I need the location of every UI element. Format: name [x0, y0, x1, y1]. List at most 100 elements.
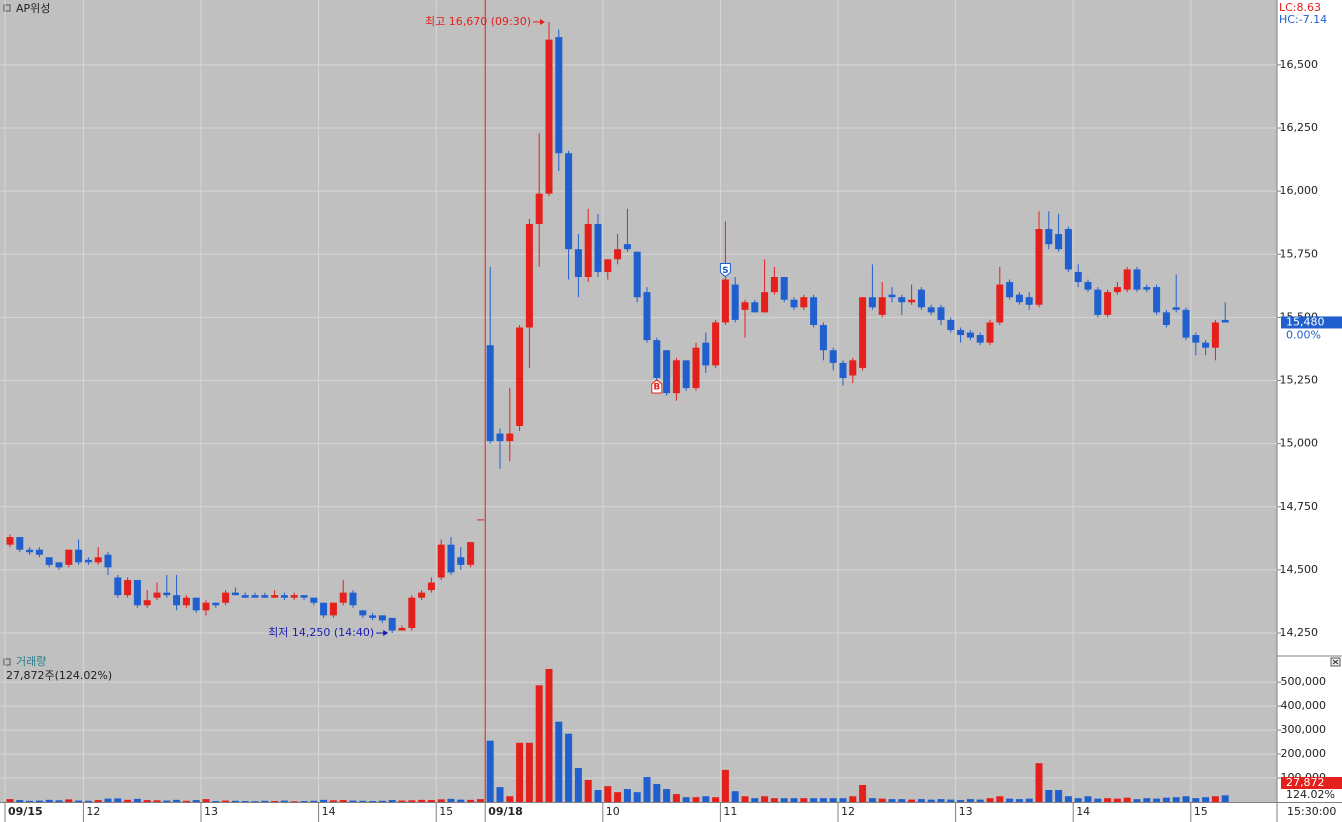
y-tick-label: 16,500 — [1280, 58, 1319, 71]
candle-body — [1133, 269, 1141, 290]
volume-bar — [310, 800, 318, 802]
volume-bar — [643, 777, 651, 802]
volume-bar — [1211, 796, 1219, 802]
candle-body — [731, 284, 739, 320]
candle-body — [819, 324, 827, 351]
candle-body — [1211, 322, 1219, 348]
volume-bar — [26, 800, 34, 802]
candle-body — [241, 595, 249, 598]
volume-bar — [790, 798, 798, 802]
candle-body — [966, 332, 974, 338]
candle-body — [516, 327, 524, 426]
candle-body — [633, 251, 641, 298]
volume-bar — [653, 784, 661, 802]
candle-body — [359, 610, 367, 616]
volume-bar — [280, 800, 288, 802]
volume-bar — [937, 799, 945, 802]
candle-body — [594, 223, 602, 272]
candle-body — [1123, 269, 1131, 290]
x-tick-label: 14 — [1076, 805, 1090, 818]
candle-body — [1006, 282, 1014, 298]
candle-body — [702, 342, 710, 366]
last-price-label: 15,480 — [1286, 315, 1325, 328]
candle-body — [104, 554, 112, 568]
candle-body — [1074, 271, 1082, 283]
candle-body — [908, 299, 916, 303]
volume-bar — [251, 801, 259, 803]
candle-body — [604, 259, 612, 272]
volume-bar — [604, 786, 612, 802]
candle-body — [163, 592, 171, 596]
candle-body — [859, 297, 867, 368]
candle-body — [1202, 342, 1210, 348]
volume-bar — [378, 800, 386, 802]
volume-bar — [182, 800, 190, 802]
candle-body — [55, 562, 63, 568]
volume-bar — [349, 800, 357, 802]
candle-body — [751, 302, 759, 313]
volume-bar — [1113, 798, 1121, 802]
volume-bar — [1153, 798, 1161, 802]
candle-body — [1153, 287, 1161, 313]
candle-body — [271, 595, 279, 598]
volume-bar — [1055, 790, 1063, 802]
candle-body — [1192, 335, 1200, 343]
candle-body — [1064, 229, 1072, 270]
volume-bar — [55, 800, 63, 802]
candle-body — [153, 592, 161, 598]
y-tick-label: 14,750 — [1280, 500, 1319, 513]
candle-body — [525, 223, 533, 328]
volume-bar — [917, 799, 925, 802]
volume-bar — [535, 685, 543, 802]
candle-body — [437, 544, 445, 578]
candle-body — [947, 319, 955, 331]
volume-bar — [467, 799, 475, 802]
candle-body — [839, 362, 847, 379]
low-label: 최저 14,250 (14:40) — [268, 626, 374, 639]
volume-bar — [682, 797, 690, 802]
candle-body — [976, 335, 984, 343]
candle-body — [898, 297, 906, 303]
volume-bar — [369, 801, 377, 803]
volume-bar — [457, 799, 465, 802]
panel-toggle[interactable] — [3, 658, 11, 666]
volume-bar — [819, 798, 827, 802]
candle-body — [398, 627, 406, 631]
close-icon[interactable] — [1332, 659, 1339, 665]
close-button[interactable] — [1330, 657, 1341, 667]
volume-bar — [163, 800, 171, 802]
candle-body — [878, 297, 886, 315]
volume-bar — [506, 796, 514, 802]
candle-body — [6, 537, 14, 545]
x-tick-label: 09/18 — [488, 805, 523, 818]
candle-body — [986, 322, 994, 343]
volume-bar — [104, 798, 112, 802]
volume-bar — [996, 796, 1004, 802]
candle-body — [849, 360, 857, 376]
volume-bar — [947, 799, 955, 802]
candle-body — [349, 592, 357, 606]
panel-toggle[interactable] — [3, 4, 11, 12]
y-tick-label: 200,000 — [1281, 747, 1327, 760]
volume-bar — [359, 800, 367, 802]
volume-bar — [555, 721, 563, 802]
candle-body — [1104, 292, 1112, 315]
y-tick-label: 14,500 — [1280, 563, 1319, 576]
volume-bar — [888, 799, 896, 802]
candle-body — [780, 276, 788, 300]
volume-bar — [986, 798, 994, 802]
candle-body — [829, 350, 837, 363]
signal-marker — [719, 263, 731, 278]
x-tick-label: 12 — [841, 805, 855, 818]
candle-body — [1094, 289, 1102, 315]
volume-bar — [672, 794, 680, 802]
candle-body — [643, 292, 651, 341]
candle-body — [378, 615, 386, 621]
candle-body — [1035, 229, 1043, 305]
price-panel — [0, 0, 1277, 655]
volume-bar — [65, 799, 73, 802]
candle-body — [388, 617, 396, 631]
volume-bar — [212, 801, 220, 803]
